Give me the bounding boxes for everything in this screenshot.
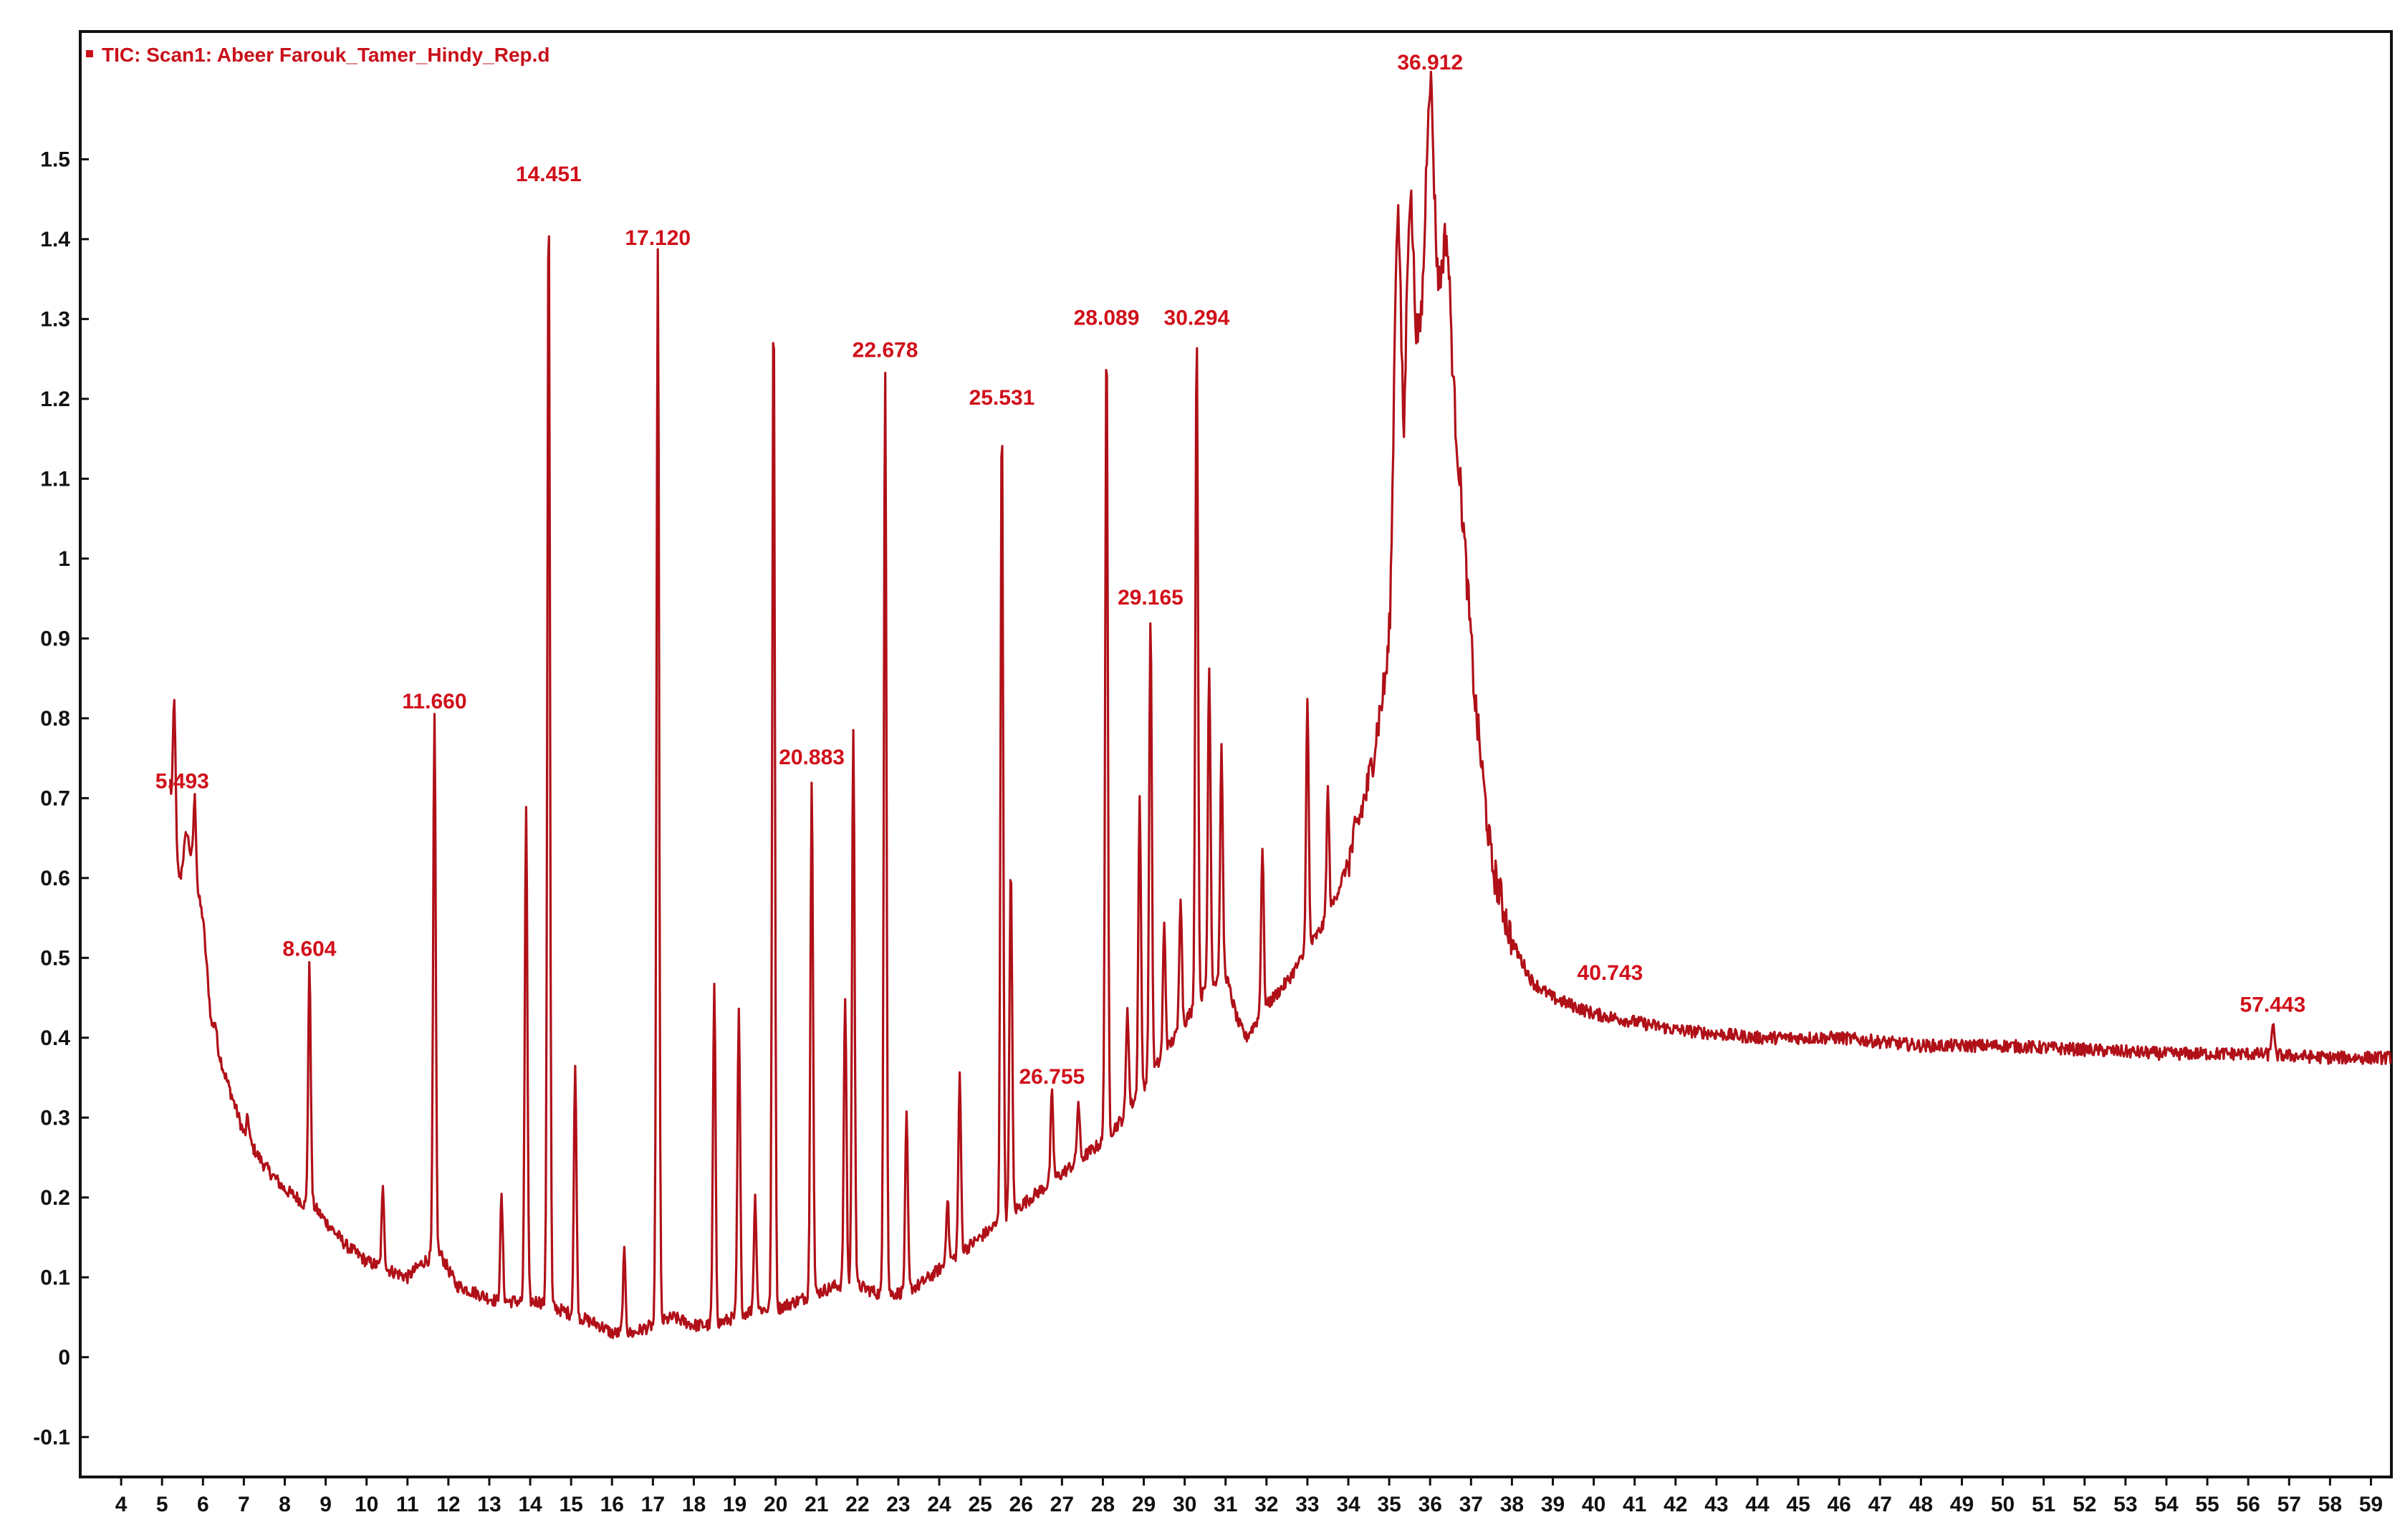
x-tick-label: 14 — [518, 1493, 542, 1516]
x-tick-label: 35 — [1377, 1493, 1401, 1516]
peak-label: 40.743 — [1578, 961, 1643, 985]
x-tick-label: 43 — [1704, 1493, 1728, 1516]
peak-label: 26.755 — [1019, 1065, 1085, 1089]
peak-label: 14.451 — [516, 163, 582, 186]
x-tick-label: 30 — [1173, 1493, 1196, 1516]
y-tick-label: 1.4 — [40, 228, 70, 251]
x-tick-label: 4 — [115, 1493, 128, 1516]
y-axis-ticks: -0.1 0 0.1 0.2 0.3 0.4 0.5 0.6 0.7 0.8 0.9 1 1.1 1.2 1… — [33, 148, 89, 1449]
x-tick-label: 6 — [197, 1493, 209, 1516]
y-tick-label: 1.5 — [40, 148, 70, 171]
legend-label: TIC: Scan1: Abeer Farouk_Tamer_Hindy_Rep… — [102, 44, 550, 66]
y-tick-label: 1 — [58, 547, 70, 571]
x-tick-label: 45 — [1786, 1493, 1810, 1516]
x-tick-label: 10 — [355, 1493, 378, 1516]
x-tick-label: 47 — [1868, 1493, 1892, 1516]
x-tick-label: 46 — [1827, 1493, 1850, 1516]
x-tick-label: 38 — [1500, 1493, 1524, 1516]
legend: TIC: Scan1: Abeer Farouk_Tamer_Hindy_Rep… — [86, 44, 550, 66]
y-tick-label: 0.3 — [40, 1106, 70, 1130]
plot-frame — [79, 30, 2393, 1478]
peak-labels: 5.493 8.604 11.660 14.451 17.120 20.883 22.678… — [155, 51, 2305, 1089]
x-axis-ticks: 4 5 6 7 8 9 10 11 12 13 14 15 16 17 18 19 20 21 22 23 24 25 26… — [115, 1477, 2383, 1516]
x-tick-label: 18 — [682, 1493, 706, 1516]
peak-label: 17.120 — [625, 226, 691, 250]
peak-label: 22.678 — [853, 338, 918, 362]
x-tick-label: 53 — [2113, 1493, 2137, 1516]
y-tick-label: 1.1 — [40, 467, 70, 491]
peak-label: 57.443 — [2240, 993, 2306, 1016]
y-tick-label: 1.3 — [40, 307, 70, 331]
x-tick-label: 24 — [927, 1493, 951, 1516]
x-tick-label: 34 — [1336, 1493, 1360, 1516]
peak-label: 29.165 — [1118, 586, 1184, 610]
x-tick-label: 49 — [1950, 1493, 1974, 1516]
x-tick-label: 28 — [1091, 1493, 1115, 1516]
peak-label: 28.089 — [1074, 307, 1140, 330]
x-tick-label: 57 — [2277, 1493, 2301, 1516]
x-tick-label: 51 — [2032, 1493, 2055, 1516]
x-tick-label: 54 — [2154, 1493, 2179, 1516]
x-tick-label: 44 — [1745, 1493, 1770, 1516]
x-tick-label: 23 — [886, 1493, 910, 1516]
y-tick-label: 0.5 — [40, 946, 70, 970]
x-tick-label: 13 — [477, 1493, 501, 1516]
x-tick-label: 19 — [723, 1493, 747, 1516]
x-tick-label: 55 — [2195, 1493, 2219, 1516]
peak-label: 36.912 — [1397, 51, 1463, 74]
x-tick-label: 17 — [641, 1493, 665, 1516]
x-tick-label: 21 — [805, 1493, 828, 1516]
x-tick-label: 26 — [1009, 1493, 1033, 1516]
x-tick-label: 40 — [1582, 1493, 1605, 1516]
x-tick-label: 52 — [2073, 1493, 2096, 1516]
y-tick-label: 0.6 — [40, 867, 70, 890]
x-tick-label: 9 — [320, 1493, 332, 1516]
x-tick-label: 11 — [396, 1493, 419, 1516]
y-tick-label: 0.1 — [40, 1266, 70, 1289]
x-tick-label: 42 — [1664, 1493, 1687, 1516]
peak-label: 20.883 — [779, 746, 845, 769]
x-tick-label: 41 — [1623, 1493, 1646, 1516]
tic-trace-line — [169, 70, 2392, 1339]
y-tick-label: 0 — [58, 1346, 70, 1370]
x-tick-label: 50 — [1991, 1493, 2015, 1516]
y-tick-label: 0.8 — [40, 707, 70, 731]
x-tick-label: 20 — [764, 1493, 787, 1516]
x-tick-label: 16 — [600, 1493, 624, 1516]
x-tick-label: 32 — [1254, 1493, 1278, 1516]
y-tick-label: 0.2 — [40, 1186, 70, 1210]
x-tick-label: 48 — [1909, 1493, 1933, 1516]
x-tick-label: 15 — [559, 1493, 582, 1516]
y-tick-label: 1.2 — [40, 388, 70, 411]
y-tick-label: 0.9 — [40, 627, 70, 650]
peak-label: 11.660 — [402, 690, 466, 713]
x-tick-label: 12 — [436, 1493, 460, 1516]
x-tick-label: 31 — [1214, 1493, 1237, 1516]
x-tick-label: 8 — [279, 1493, 291, 1516]
x-tick-label: 59 — [2359, 1493, 2383, 1516]
x-tick-label: 7 — [238, 1493, 250, 1516]
x-tick-label: 36 — [1418, 1493, 1442, 1516]
y-tick-label: 0.7 — [40, 786, 70, 810]
x-tick-label: 33 — [1295, 1493, 1319, 1516]
y-tick-label: 0.4 — [40, 1026, 70, 1050]
peak-label: 30.294 — [1164, 307, 1230, 330]
x-tick-label: 29 — [1132, 1493, 1156, 1516]
peak-label: 25.531 — [969, 386, 1035, 410]
x-tick-label: 58 — [2318, 1493, 2342, 1516]
x-tick-label: 5 — [156, 1493, 168, 1516]
x-tick-label: 37 — [1459, 1493, 1483, 1516]
x-tick-label: 27 — [1050, 1493, 1074, 1516]
x-tick-label: 25 — [968, 1493, 992, 1516]
peak-label: 8.604 — [282, 937, 336, 961]
trace-layer — [169, 70, 2392, 1339]
legend-marker — [86, 50, 93, 57]
peak-label: 5.493 — [155, 769, 209, 793]
x-tick-label: 39 — [1541, 1493, 1565, 1516]
x-tick-label: 56 — [2236, 1493, 2260, 1516]
x-tick-label: 22 — [845, 1493, 869, 1516]
y-tick-label: -0.1 — [33, 1425, 70, 1449]
